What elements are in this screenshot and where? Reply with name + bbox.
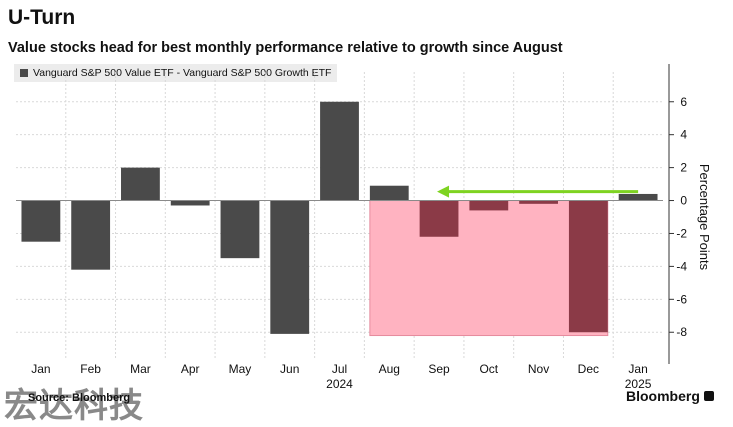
legend-label: Vanguard S&P 500 Value ETF - Vanguard S&… (33, 67, 332, 79)
x-tick-label: May (229, 362, 252, 376)
y-tick-label: 4 (680, 128, 687, 142)
y-tick-label: 2 (680, 161, 687, 175)
y-tick-label: -2 (676, 226, 687, 240)
y-tick-label: 6 (680, 95, 687, 109)
bar (320, 101, 359, 201)
bar (568, 200, 608, 333)
x-year-label: 2025 (625, 377, 652, 391)
x-tick-label: Jan (628, 362, 647, 376)
chart-title: U-Turn (8, 6, 76, 29)
bar (220, 200, 260, 259)
trend-arrow-head-icon (437, 185, 450, 198)
legend: Vanguard S&P 500 Value ETF - Vanguard S&… (14, 64, 338, 82)
bar (170, 200, 210, 206)
bar (519, 200, 558, 204)
x-tick-label: Mar (130, 362, 151, 376)
x-tick-label: Dec (578, 362, 599, 376)
x-tick-label: Jul (332, 362, 347, 376)
x-tick-label: Sep (428, 362, 450, 376)
x-tick-label: Jan (31, 362, 50, 376)
x-tick-label: Nov (528, 362, 549, 376)
bloomberg-logo-icon (703, 391, 714, 401)
x-tick-label: Oct (479, 362, 498, 376)
brand-name: Bloomberg (626, 388, 700, 404)
chart-subtitle: Value stocks head for best monthly perfo… (8, 40, 563, 56)
x-tick-label: Aug (379, 362, 400, 376)
legend-swatch (20, 69, 28, 77)
bar (469, 200, 509, 211)
source-note: Source: Bloomberg (28, 392, 131, 404)
bar (618, 193, 658, 201)
x-tick-label: Apr (181, 362, 200, 376)
watermark: 宏达科技 (4, 386, 144, 426)
x-year-label: 2024 (326, 377, 353, 391)
x-tick-label: Feb (80, 362, 101, 376)
y-axis-title: Percentage Points (697, 164, 712, 271)
bar (71, 200, 111, 270)
y-tick-label: -8 (676, 325, 687, 339)
bar (419, 200, 459, 237)
y-tick-label: -4 (676, 259, 687, 273)
bar (21, 200, 61, 242)
bar (369, 185, 409, 201)
y-tick-label: 0 (680, 194, 687, 208)
bar (121, 167, 160, 201)
x-tick-label: Jun (280, 362, 299, 376)
bloomberg-brand: Bloomberg (626, 388, 714, 404)
y-tick-label: -6 (676, 292, 687, 306)
bar (270, 200, 310, 334)
